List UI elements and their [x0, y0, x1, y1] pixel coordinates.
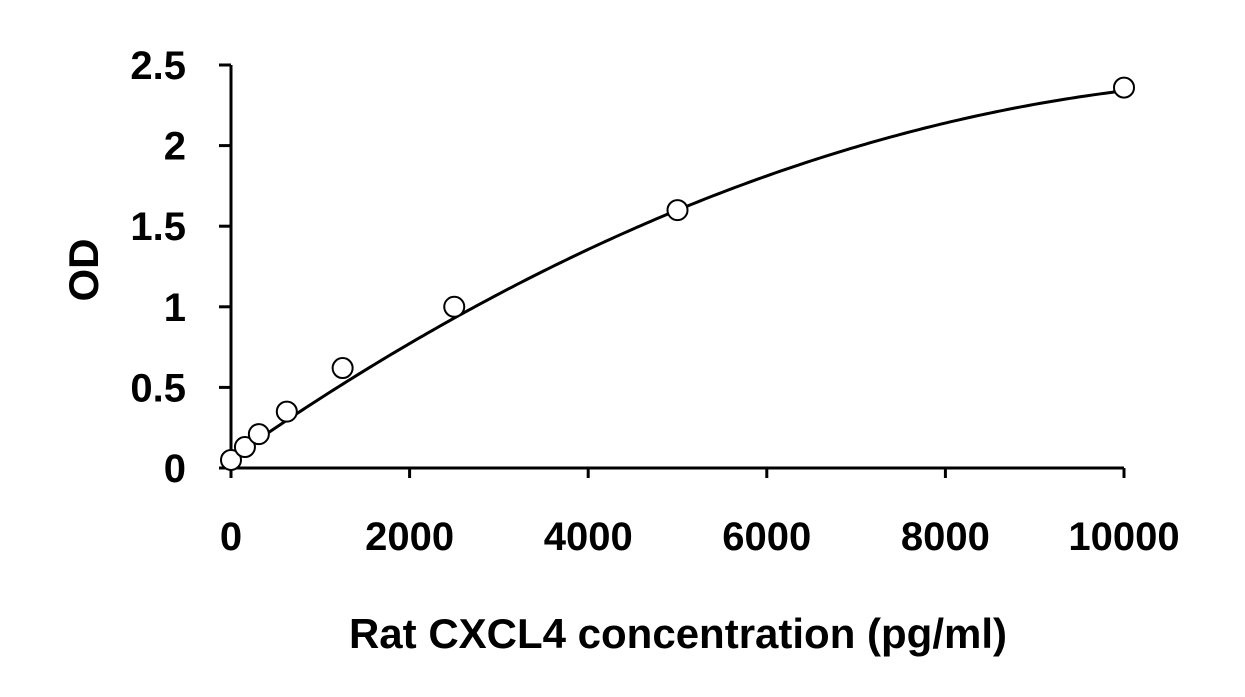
x-tick-label: 0 — [220, 515, 242, 559]
x-tick-label: 4000 — [544, 515, 633, 559]
x-axis: 0 2000 4000 6000 8000 10000 — [220, 466, 1180, 559]
x-tick-label: 2000 — [365, 515, 454, 559]
y-tick-label: 0.5 — [130, 366, 186, 410]
y-tick-label: 1 — [164, 286, 186, 330]
x-tick-label: 8000 — [901, 515, 990, 559]
y-tick-label: 2 — [164, 125, 186, 169]
data-point — [1113, 76, 1135, 99]
data-point — [275, 400, 298, 423]
y-tick-label: 2.5 — [130, 44, 186, 88]
data-point — [331, 357, 354, 380]
y-axis: 0 0.5 1 1.5 2 2.5 — [130, 44, 233, 491]
data-markers — [220, 76, 1135, 471]
y-tick-label: 1.5 — [130, 205, 186, 249]
data-point — [666, 199, 689, 222]
x-axis-title: Rat CXCL4 concentration (pg/ml) — [349, 610, 1007, 657]
fit-curve — [230, 89, 1125, 460]
x-tick-label: 6000 — [722, 515, 811, 559]
data-point — [443, 295, 466, 318]
y-tick-label: 0 — [164, 447, 186, 491]
data-point — [247, 423, 270, 446]
x-tick-label: 10000 — [1068, 515, 1179, 559]
data-point — [233, 436, 256, 459]
data-point — [220, 448, 242, 471]
y-axis-title: OD — [60, 239, 107, 302]
